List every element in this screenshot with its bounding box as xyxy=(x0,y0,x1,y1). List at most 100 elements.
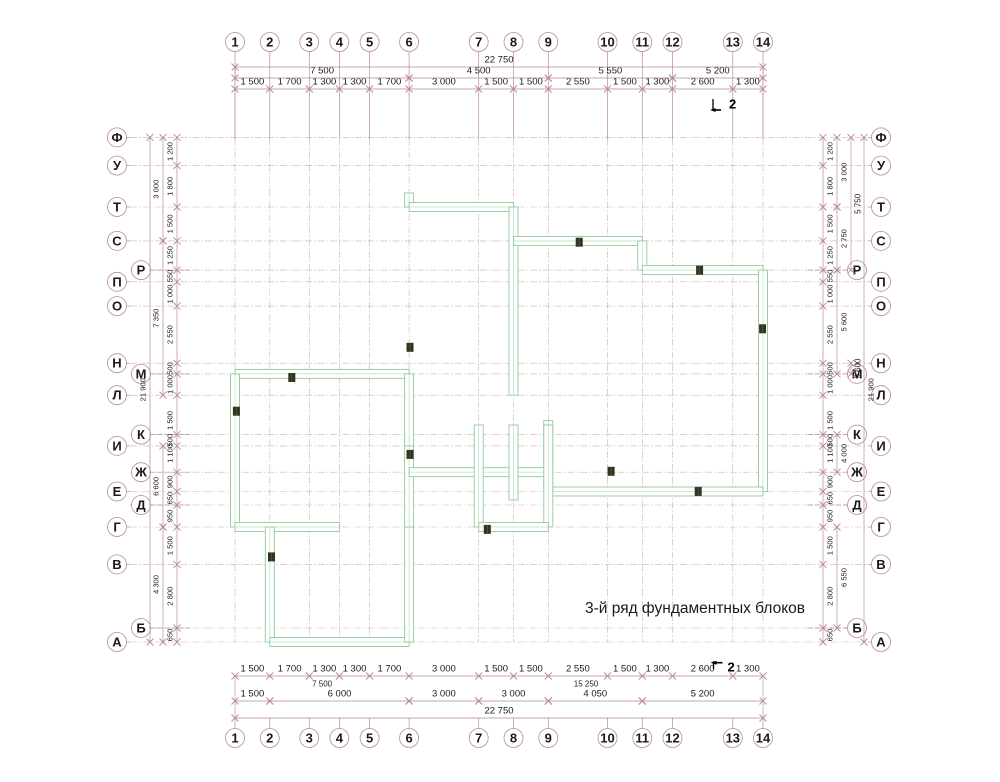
svg-text:И: И xyxy=(876,438,885,453)
svg-text:7: 7 xyxy=(475,731,482,746)
svg-text:2: 2 xyxy=(728,660,735,675)
svg-text:П: П xyxy=(876,274,885,289)
svg-text:950: 950 xyxy=(166,510,175,523)
svg-text:11: 11 xyxy=(635,35,649,50)
svg-text:21 900: 21 900 xyxy=(867,378,876,401)
svg-text:Н: Н xyxy=(112,356,121,371)
svg-text:1 500: 1 500 xyxy=(826,214,835,233)
svg-text:14: 14 xyxy=(756,35,771,50)
svg-text:9 600: 9 600 xyxy=(854,358,863,379)
svg-text:3 000: 3 000 xyxy=(502,689,526,700)
svg-text:10: 10 xyxy=(600,731,614,746)
svg-text:5: 5 xyxy=(366,731,373,746)
svg-text:1 000: 1 000 xyxy=(826,284,835,303)
svg-text:1 300: 1 300 xyxy=(736,664,760,675)
svg-text:1 500: 1 500 xyxy=(613,664,637,675)
svg-text:У: У xyxy=(877,158,886,173)
svg-text:1 100: 1 100 xyxy=(826,444,835,463)
svg-text:С: С xyxy=(876,233,886,248)
svg-text:3 000: 3 000 xyxy=(840,163,849,182)
svg-text:Д: Д xyxy=(852,498,862,513)
svg-text:1: 1 xyxy=(231,731,238,746)
svg-text:21 900: 21 900 xyxy=(139,378,148,401)
svg-text:13: 13 xyxy=(726,35,740,50)
svg-text:2: 2 xyxy=(266,35,273,50)
svg-text:1 800: 1 800 xyxy=(166,177,175,196)
svg-text:3-й ряд фундаментных блоков: 3-й ряд фундаментных блоков xyxy=(585,600,805,617)
svg-text:4: 4 xyxy=(336,35,344,50)
svg-text:1 500: 1 500 xyxy=(826,536,835,555)
svg-text:И: И xyxy=(112,438,121,453)
svg-text:П: П xyxy=(112,274,121,289)
svg-text:О: О xyxy=(876,299,886,314)
svg-text:7 500: 7 500 xyxy=(312,680,333,689)
svg-text:5 750: 5 750 xyxy=(854,193,863,214)
svg-text:Г: Г xyxy=(877,520,885,535)
svg-text:1 000: 1 000 xyxy=(826,375,835,394)
svg-text:Р: Р xyxy=(853,263,862,278)
svg-text:Б: Б xyxy=(136,621,145,636)
svg-text:3: 3 xyxy=(306,731,313,746)
svg-text:550: 550 xyxy=(166,270,175,283)
svg-text:1 000: 1 000 xyxy=(166,375,175,394)
svg-text:1 200: 1 200 xyxy=(826,142,835,161)
svg-text:1 300: 1 300 xyxy=(313,664,337,675)
svg-text:1 500: 1 500 xyxy=(826,411,835,430)
svg-text:3 000: 3 000 xyxy=(432,664,456,675)
svg-text:1 500: 1 500 xyxy=(484,664,508,675)
svg-text:2 600: 2 600 xyxy=(691,664,715,675)
svg-text:11: 11 xyxy=(635,731,649,746)
svg-text:В: В xyxy=(112,557,121,572)
svg-text:6 550: 6 550 xyxy=(840,568,849,587)
svg-text:Ф: Ф xyxy=(111,130,122,145)
svg-text:2: 2 xyxy=(266,731,273,746)
svg-text:В: В xyxy=(876,557,885,572)
svg-text:6: 6 xyxy=(405,731,412,746)
svg-text:К: К xyxy=(137,427,145,442)
svg-text:1 700: 1 700 xyxy=(378,664,402,675)
svg-text:1 500: 1 500 xyxy=(519,664,543,675)
svg-text:1 700: 1 700 xyxy=(278,664,302,675)
svg-text:Т: Т xyxy=(113,200,121,215)
svg-text:950: 950 xyxy=(826,510,835,523)
svg-text:12: 12 xyxy=(665,731,679,746)
svg-text:3: 3 xyxy=(306,35,313,50)
svg-text:1 500: 1 500 xyxy=(166,536,175,555)
svg-text:Т: Т xyxy=(877,200,885,215)
svg-text:Д: Д xyxy=(136,498,146,513)
svg-text:500: 500 xyxy=(826,362,835,375)
svg-text:650: 650 xyxy=(166,492,175,505)
svg-text:8: 8 xyxy=(510,731,517,746)
svg-text:А: А xyxy=(876,635,886,650)
svg-text:5 200: 5 200 xyxy=(691,689,715,700)
svg-text:1 500: 1 500 xyxy=(166,411,175,430)
svg-text:2: 2 xyxy=(729,97,736,112)
svg-text:1 200: 1 200 xyxy=(166,142,175,161)
svg-text:900: 900 xyxy=(826,476,835,489)
svg-text:6 000: 6 000 xyxy=(328,689,352,700)
svg-text:Г: Г xyxy=(113,520,121,535)
svg-text:1 500: 1 500 xyxy=(241,689,265,700)
svg-text:Е: Е xyxy=(877,484,886,499)
svg-text:650: 650 xyxy=(826,629,835,642)
svg-text:22 750: 22 750 xyxy=(484,706,513,717)
svg-text:Л: Л xyxy=(112,388,121,403)
svg-text:6 600: 6 600 xyxy=(152,477,161,496)
svg-text:5 600: 5 600 xyxy=(840,312,849,331)
svg-text:4 000: 4 000 xyxy=(840,444,849,463)
svg-text:Л: Л xyxy=(876,388,885,403)
svg-text:4 050: 4 050 xyxy=(583,689,607,700)
svg-text:12: 12 xyxy=(665,35,679,50)
svg-text:1 500: 1 500 xyxy=(166,214,175,233)
svg-text:Е: Е xyxy=(113,484,122,499)
svg-text:К: К xyxy=(853,427,861,442)
svg-text:1 250: 1 250 xyxy=(826,246,835,265)
svg-text:Ж: Ж xyxy=(134,465,147,480)
svg-text:2 550: 2 550 xyxy=(566,664,590,675)
svg-text:10: 10 xyxy=(600,35,614,50)
svg-text:15 250: 15 250 xyxy=(574,680,599,689)
svg-text:9: 9 xyxy=(545,35,552,50)
svg-text:1 000: 1 000 xyxy=(166,284,175,303)
svg-text:1 800: 1 800 xyxy=(826,177,835,196)
svg-text:6: 6 xyxy=(405,35,412,50)
